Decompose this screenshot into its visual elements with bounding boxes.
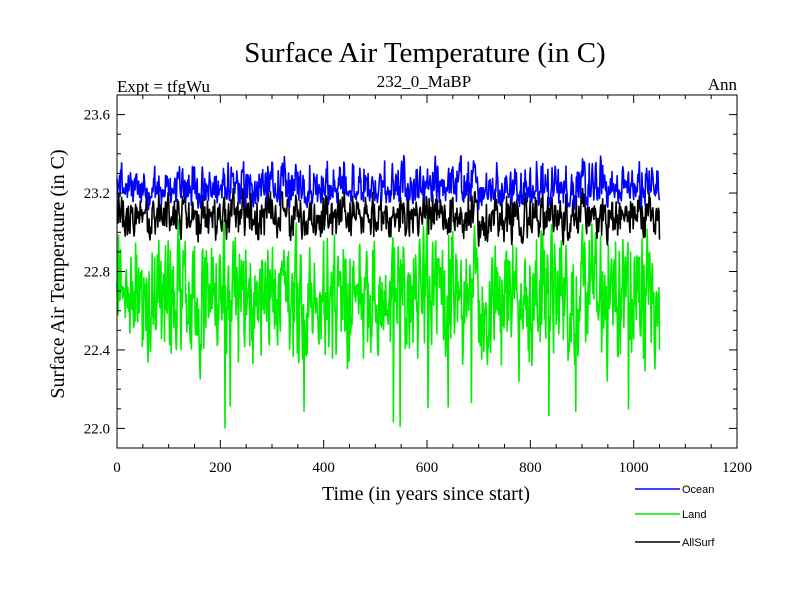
chart-title: Surface Air Temperature (in C) [244,37,605,69]
x-tick-label: 0 [113,460,121,476]
legend-label-ocean: Ocean [682,484,714,496]
x-tick-label: 200 [209,460,232,476]
y-tick-label: 23.6 [84,108,111,124]
x-tick-label: 800 [519,460,542,476]
legend: Ocean Land AllSurf [635,484,715,549]
x-tick-label: 1000 [619,460,649,476]
y-tick-label: 23.2 [84,186,110,202]
legend-label-allsurf: AllSurf [682,537,715,549]
series-line-land [116,217,661,429]
x-axis-label: Time (in years since start) [322,483,530,505]
series-line-ocean [116,154,661,211]
x-tick-label: 400 [312,460,335,476]
y-axis-label: Surface Air Temperature (in C) [47,149,69,398]
x-tick-label: 1200 [722,460,752,476]
chart-subtitle-right: Ann [708,75,738,94]
y-tick-label: 22.4 [84,343,111,359]
series-layer [116,154,661,429]
y-tick-label: 22.8 [84,265,110,281]
y-tick-label: 22.0 [84,421,110,437]
chart-subtitle-center: 232_0_MaBP [377,72,471,91]
chart-subtitle-left: Expt = tfgWu [117,77,210,96]
tick-layer: 0 200 400 600 800 1000 1200 22.0 22.4 22.8 23.2 23.… [84,95,752,476]
x-tick-label: 600 [416,460,439,476]
series-line-allsurf [116,186,661,247]
legend-label-land: Land [682,509,706,521]
